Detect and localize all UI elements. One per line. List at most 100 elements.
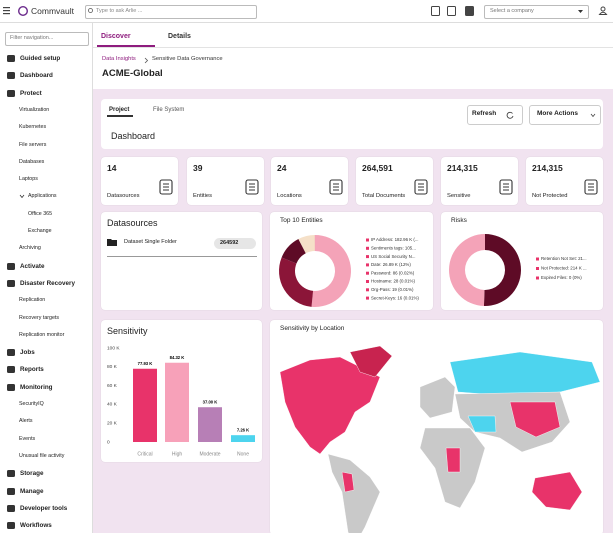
nav-item[interactable]: Disaster Recovery: [20, 279, 75, 287]
datasource-name[interactable]: Dataset Single Folder: [124, 239, 177, 245]
legend-swatch: [366, 246, 369, 250]
nav-item[interactable]: Replication monitor: [19, 331, 65, 338]
nav-item[interactable]: Protect: [20, 89, 42, 97]
breadcrumb-link[interactable]: Data Insights: [102, 56, 136, 62]
legend-label: Date: 26.89 K (12%): [371, 262, 411, 267]
legend-swatch: [536, 276, 539, 280]
chart-title: Top 10 Entities: [280, 217, 323, 224]
value-label: 7.26 K: [237, 427, 249, 432]
nav-item[interactable]: Events: [19, 435, 36, 442]
brand-logo: [17, 5, 29, 17]
header-bar: [0, 0, 613, 23]
map-title: Sensitivity by Location: [280, 325, 345, 332]
tab[interactable]: Details: [168, 33, 191, 40]
stat-card: 214,315 Not Protected: [526, 157, 603, 205]
nav-item[interactable]: Kubernetes: [19, 124, 47, 131]
stat-icon: [584, 179, 598, 195]
nav-item[interactable]: Guided setup: [20, 55, 61, 62]
button-label: Refresh: [472, 110, 497, 117]
x-tick-label: Critical: [137, 451, 152, 457]
menu-line: [3, 10, 10, 12]
nav-item[interactable]: Unusual file activity: [19, 452, 65, 459]
nav-icon: [7, 366, 15, 374]
nav-item[interactable]: Activate: [20, 262, 45, 270]
nav-item[interactable]: Archiving: [19, 245, 41, 252]
refresh-button[interactable]: Refresh: [467, 105, 523, 125]
x-tick-label: Moderate: [199, 451, 220, 457]
nav-icon: [7, 470, 15, 478]
stat-card: 39 Entities: [187, 157, 264, 205]
icon: [163, 183, 169, 191]
nav-item[interactable]: Replication: [19, 297, 46, 304]
nav-icon: [7, 72, 15, 80]
search-placeholder: Type to ask Arlie ...: [96, 8, 143, 14]
nav-icon: [7, 504, 15, 512]
nav-item[interactable]: Dashboard: [20, 72, 53, 80]
menu-icon: [3, 7, 10, 15]
nav-item[interactable]: Laptops: [19, 176, 38, 183]
icon: [245, 179, 259, 195]
icon: [107, 239, 117, 246]
icon: [447, 6, 456, 16]
donut-segment: [298, 235, 315, 254]
chart-card: Risks Retention Not Set: 21... Not Protect…: [441, 212, 603, 310]
donut-segment: [279, 257, 314, 307]
header-icon: [431, 6, 440, 16]
legend-swatch: [366, 296, 369, 300]
y-tick-label: 100 K: [107, 345, 120, 351]
legend-label: Secret-Keys: 16 (0.01%): [371, 295, 419, 300]
nav-item[interactable]: Storage: [20, 470, 44, 478]
dashboard-title: Dashboard: [111, 131, 156, 141]
menu-line: [3, 7, 10, 9]
breadcrumb-current: Sensitive Data Governance: [152, 56, 223, 62]
stat-icon: [329, 179, 343, 195]
nav-item[interactable]: Virtualization: [19, 106, 50, 113]
nav-item[interactable]: SecurityIQ: [19, 401, 44, 407]
nav-item[interactable]: File servers: [19, 141, 47, 148]
country: [509, 401, 561, 438]
country: [349, 345, 393, 378]
search-box[interactable]: Type to ask Arlie ...: [85, 5, 257, 19]
nav-item[interactable]: Jobs: [20, 349, 35, 357]
y-tick-label: 0: [107, 439, 110, 445]
nav-item[interactable]: Monitoring: [20, 383, 53, 391]
legend-label: Expired Files: 0 (0%): [541, 275, 582, 280]
country: [341, 471, 355, 493]
nav-icon: [7, 349, 15, 357]
donut-segment: [483, 234, 521, 306]
brand-name: Commvault: [31, 6, 74, 16]
nav-item[interactable]: Applications: [28, 193, 57, 200]
more-actions-button[interactable]: More Actions: [529, 105, 601, 125]
icon: [333, 183, 339, 191]
legend-label: Not Protected: 214 K ...: [541, 266, 587, 271]
nav-item[interactable]: Manage: [20, 487, 44, 495]
legend-swatch: [366, 255, 369, 259]
subtab-underline: [107, 115, 133, 117]
filter-box[interactable]: Filter navigation...: [5, 32, 89, 46]
nav-item[interactable]: Databases: [19, 158, 45, 165]
nav-item[interactable]: Reports: [20, 366, 44, 374]
nav-item[interactable]: Exchange: [28, 228, 52, 234]
icon: [578, 10, 583, 13]
stat-icon: [414, 179, 428, 195]
nav-item[interactable]: Recovery targets: [19, 314, 60, 321]
legend-label: Hostname: 28 (0.01%): [371, 279, 415, 284]
donut: Retention Not Set: 21... Not Protected: 2…: [448, 234, 587, 306]
value-label: 84.32 K: [170, 355, 185, 360]
company-select[interactable]: Select a company: [484, 5, 589, 19]
subtab[interactable]: File System: [153, 107, 185, 113]
subtab[interactable]: Project: [109, 107, 130, 113]
legend-label: Password: 86 (0.02%): [371, 270, 415, 275]
dropdown-icon: [590, 113, 596, 118]
icon: [499, 179, 513, 195]
nav-item[interactable]: Developer tools: [20, 504, 68, 512]
nav-item[interactable]: Workflows: [20, 522, 52, 530]
tab[interactable]: Discover: [101, 33, 131, 40]
legend-label: US Social Security N...: [371, 254, 415, 259]
bar: [133, 368, 157, 442]
stat-value: 14: [107, 163, 117, 173]
icon: [414, 179, 428, 195]
nav-item[interactable]: Office 365: [28, 210, 53, 217]
icon: [598, 11, 608, 15]
nav-item[interactable]: Alerts: [19, 418, 33, 425]
